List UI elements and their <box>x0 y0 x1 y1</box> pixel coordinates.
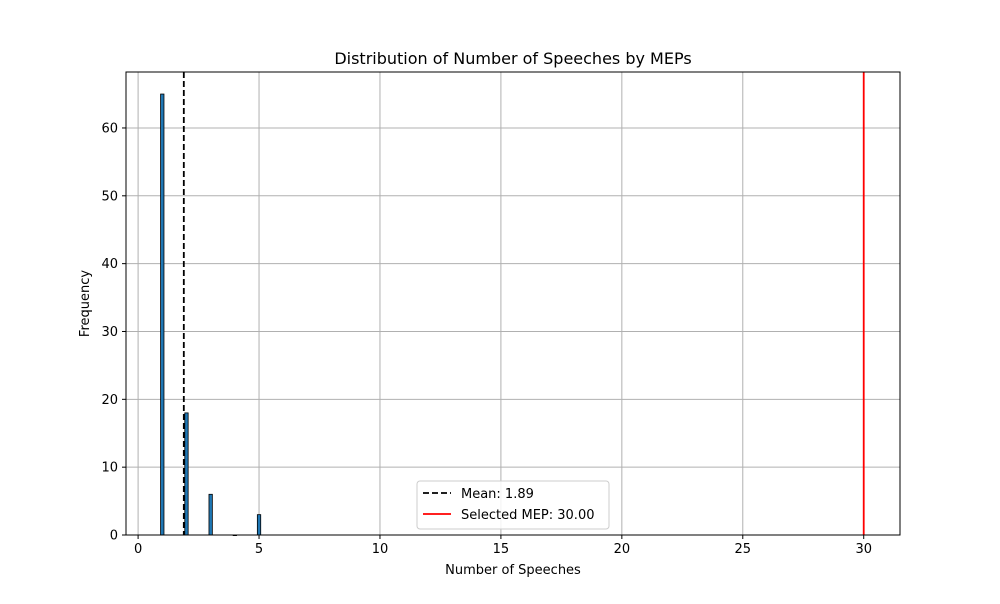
chart-title: Distribution of Number of Speeches by ME… <box>334 49 691 68</box>
x-axis-label: Number of Speeches <box>445 563 581 578</box>
histogram-bar <box>256 514 262 536</box>
legend: Mean: 1.89 Selected MEP: 30.00 <box>416 480 610 530</box>
legend-box <box>416 480 610 530</box>
x-tick-label: 15 <box>493 542 510 557</box>
y-tick-label: 20 <box>101 393 118 408</box>
histogram-bar <box>160 93 165 536</box>
reference-lines <box>182 72 865 535</box>
y-tick-label: 50 <box>101 189 118 204</box>
x-tick-label: 0 <box>134 542 142 557</box>
y-tick-label: 10 <box>101 461 118 476</box>
x-tick-label: 25 <box>735 542 752 557</box>
histogram-bar <box>184 412 189 536</box>
x-tick-label: 5 <box>255 542 263 557</box>
x-tick-label: 20 <box>614 542 631 557</box>
x-tick-label: 10 <box>372 542 389 557</box>
y-tick-label: 60 <box>101 121 118 136</box>
histogram-bar <box>208 493 213 536</box>
legend-selected-mep-label: Selected MEP: 30.00 <box>461 508 595 523</box>
y-tick-label: 30 <box>101 325 118 340</box>
ticks: 0 5 10 15 20 25 30 0 10 20 30 40 50 60 <box>101 121 872 557</box>
legend-mean-label: Mean: 1.89 <box>461 487 534 502</box>
x-tick-label: 30 <box>855 542 872 557</box>
y-tick-label: 0 <box>110 529 118 544</box>
y-tick-label: 40 <box>101 257 118 272</box>
y-axis-label: Frequency <box>78 270 93 337</box>
axes-frame <box>125 71 901 536</box>
